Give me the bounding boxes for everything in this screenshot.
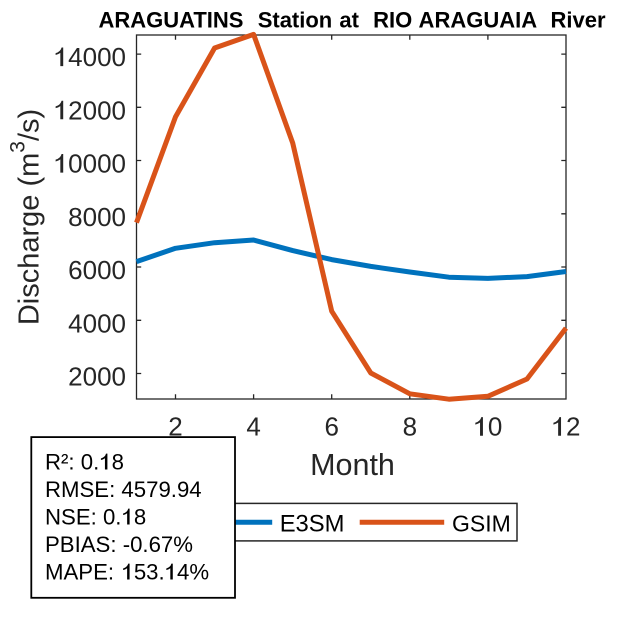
svg-text:2: 2 — [168, 412, 182, 442]
svg-text:Month: Month — [310, 448, 395, 482]
svg-text:GSIM: GSIM — [452, 510, 511, 536]
svg-text:4%: 4% — [177, 560, 209, 585]
svg-text:0: 0 — [488, 412, 502, 442]
svg-text:8: 8 — [403, 412, 417, 442]
svg-text:4000: 4000 — [68, 42, 126, 72]
svg-text:53.: 53. — [134, 560, 165, 585]
svg-text:6000: 6000 — [68, 255, 126, 285]
svg-text:4000: 4000 — [68, 308, 126, 338]
svg-text:4: 4 — [246, 412, 260, 442]
svg-text:2000: 2000 — [68, 362, 126, 392]
svg-text:R²: 0.: R²: 0. — [45, 450, 99, 475]
svg-text:6: 6 — [324, 412, 338, 442]
svg-text:RMSE: 4579.94: RMSE: 4579.94 — [45, 477, 202, 502]
svg-text:E3SM: E3SM — [280, 510, 345, 537]
svg-text:PBIAS: -0.67%: PBIAS: -0.67% — [45, 532, 193, 557]
svg-text:8: 8 — [134, 505, 146, 530]
svg-text:8000: 8000 — [68, 202, 126, 232]
svg-text:8: 8 — [112, 450, 124, 475]
svg-text:0000: 0000 — [68, 149, 126, 179]
svg-text:NSE: 0.: NSE: 0. — [45, 505, 121, 530]
svg-text:MAPE:: MAPE: — [45, 560, 114, 585]
svg-text:2000: 2000 — [68, 95, 126, 125]
svg-text:2: 2 — [566, 412, 580, 442]
svg-text:ARAGUATINS Station at RIO AR: ARAGUATINS Station at RIO ARAGUAIA River — [98, 7, 606, 32]
